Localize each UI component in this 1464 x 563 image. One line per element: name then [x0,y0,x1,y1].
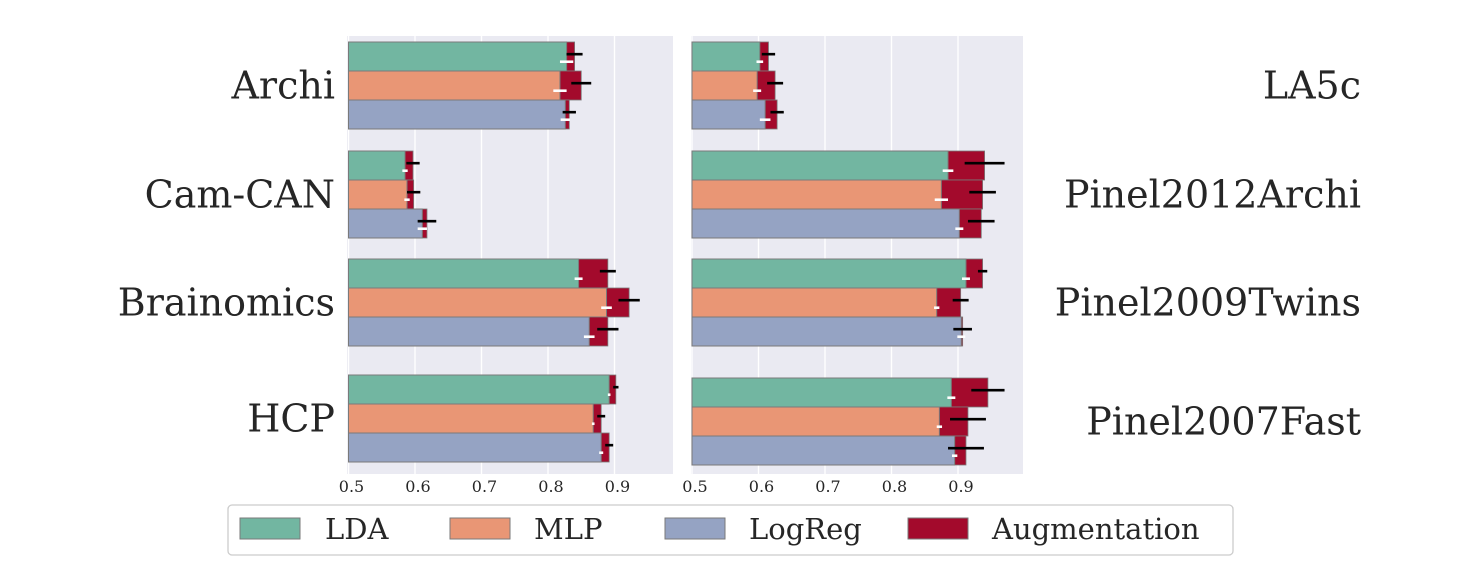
bar-pinel2007fast-lda [691,377,952,408]
bar-la5c-logreg [691,99,766,130]
bar-la5c-mlp [691,70,758,101]
dataset-label-brainomics: Brainomics [118,281,335,325]
bar-cam-can-lda [348,150,406,181]
bar-pinel2009twins-logreg [691,316,962,347]
legend-label-logreg: LogReg [749,512,862,546]
bar-pinel2007fast-logreg [691,435,956,466]
bar-archi-logreg [348,99,566,130]
tick-label-p2-2: 0.7 [815,477,840,496]
bar-archi-mlp [348,70,561,101]
bar-hcp-lda [348,374,610,405]
dataset-label-pinel2007fast: Pinel2007Fast [1086,400,1361,444]
labels-layer: 0.5 0.6 0.7 0.8 0.9 Archi Cam-CAN Brainomics HCP… [118,64,1361,497]
legend-swatch-mlp [449,517,511,540]
legend-label-mlp: MLP [534,512,602,546]
tick-label-p2-0: 0.5 [682,477,707,496]
legend-label-lda: LDA [325,512,390,546]
bar-archi-lda [348,41,568,72]
tick-label-p2-3: 0.8 [882,477,907,496]
bar-brainomics-lda [348,258,580,289]
tick-label-p2-4: 0.9 [948,477,973,496]
legend-swatch-logreg [664,517,726,540]
bar-brainomics-mlp [348,287,608,318]
dataset-label-pinel2009twins: Pinel2009Twins [1055,281,1361,325]
bar-hcp-mlp [348,403,594,434]
legend-label-augmentation: Augmentation [991,512,1200,546]
bar-la5c-lda [691,41,761,72]
tick-label-p1-4: 0.9 [605,477,630,496]
bar-pinel2009twins-lda [691,258,967,289]
dataset-label-hcp: HCP [247,397,335,441]
bars-layer [348,41,1005,466]
tick-label-p2-1: 0.6 [749,477,774,496]
bar-pinel2009twins-mlp [691,287,938,318]
bar-hcp-logreg [348,432,602,463]
bar-cam-can-mlp [348,179,408,210]
bar-pinel2012archi-logreg [691,208,960,239]
dataset-label-la5c: LA5c [1263,64,1361,108]
tick-label-p1-1: 0.6 [405,477,430,496]
legend-swatch-lda [239,517,301,540]
bar-pinel2012archi-lda [691,150,949,181]
bar-pinel2012archi-mlp [691,179,942,210]
tick-label-p1-2: 0.7 [472,477,497,496]
legend-swatch-augmentation [907,517,969,540]
tick-label-p1-3: 0.8 [538,477,563,496]
dataset-label-cam-can: Cam-CAN [145,173,335,217]
dataset-label-pinel2012archi: Pinel2012Archi [1064,173,1361,217]
bar-pinel2007fast-mlp [691,406,940,437]
dataset-label-archi: Archi [230,64,335,108]
bar-brainomics-logreg [348,316,590,347]
bar-cam-can-logreg [348,208,423,239]
tick-label-p1-0: 0.5 [339,477,364,496]
legend: LDA MLP LogReg Augmentation [227,504,1234,556]
